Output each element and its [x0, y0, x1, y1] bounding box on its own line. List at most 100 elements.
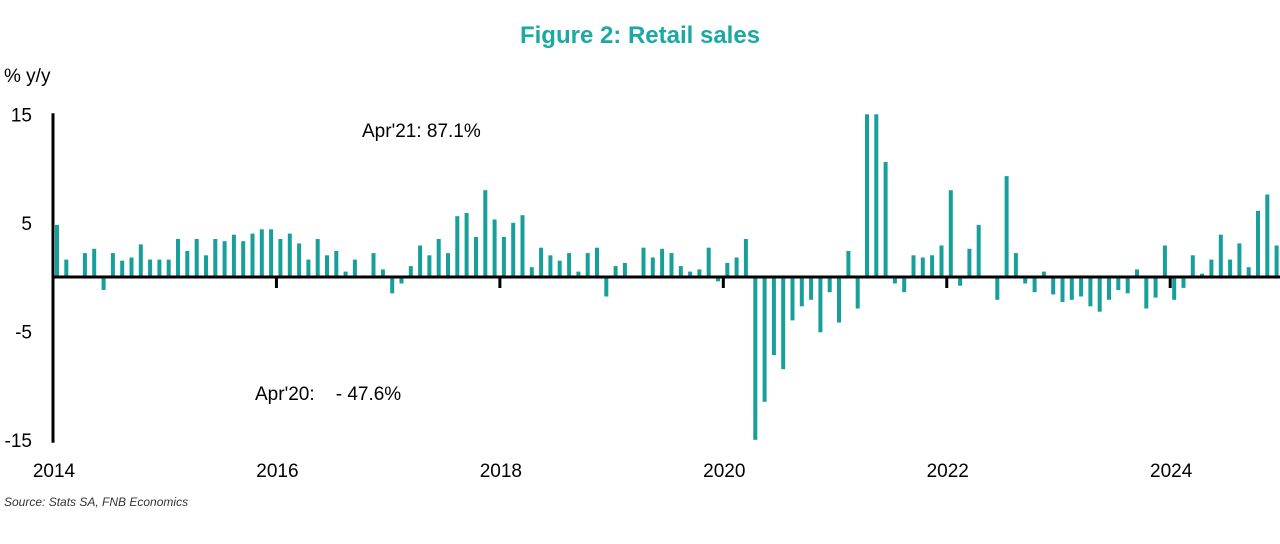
bar — [194, 239, 199, 277]
source-note: Source: Stats SA, FNB Economics — [4, 495, 189, 509]
bar — [287, 233, 292, 277]
bar — [1162, 245, 1167, 277]
bar — [539, 247, 544, 277]
bar — [1181, 277, 1186, 288]
bar — [306, 259, 311, 277]
bar — [781, 277, 786, 370]
bar — [204, 255, 208, 277]
bar — [1209, 259, 1214, 277]
bar — [706, 247, 711, 277]
bar — [753, 277, 758, 440]
bar — [967, 248, 972, 277]
bar — [176, 239, 180, 277]
bar — [613, 266, 618, 277]
annotation-apr21: Apr'21: 87.1% — [362, 121, 481, 142]
bar — [352, 259, 357, 277]
bar — [1107, 277, 1111, 300]
bar — [483, 190, 488, 277]
bar — [464, 213, 469, 277]
bar — [576, 271, 581, 277]
bar — [1228, 259, 1233, 277]
bar — [222, 241, 227, 277]
bar — [1060, 277, 1065, 302]
bar — [166, 259, 171, 277]
x-tick-label: 2024 — [1150, 461, 1193, 482]
bar — [120, 260, 125, 277]
bar — [958, 277, 963, 286]
x-tick-label: 2016 — [256, 461, 298, 482]
x-tick-label: 2022 — [927, 461, 969, 482]
bar — [920, 257, 925, 277]
bar — [1023, 277, 1028, 284]
bar — [874, 114, 879, 278]
bar — [474, 236, 478, 277]
bar — [818, 277, 823, 333]
bar — [650, 257, 655, 277]
bar — [827, 277, 832, 293]
bar — [64, 259, 69, 277]
bar — [259, 229, 264, 277]
bar — [334, 251, 339, 277]
bar — [604, 277, 609, 297]
bar — [595, 247, 599, 277]
bar — [883, 162, 888, 277]
bar — [520, 215, 525, 277]
x-tick-label: 2018 — [480, 461, 522, 482]
bar — [138, 244, 143, 277]
bar — [855, 277, 860, 309]
bar — [436, 239, 441, 277]
bar — [1218, 234, 1223, 277]
bar — [343, 271, 348, 277]
bar — [1274, 245, 1279, 277]
bar — [995, 277, 1000, 300]
bar — [771, 277, 776, 356]
bar — [185, 251, 190, 277]
bar — [697, 269, 702, 277]
bar — [129, 257, 134, 277]
bar — [548, 255, 553, 277]
bar — [297, 243, 302, 277]
y-tick-label: -15 — [5, 431, 32, 452]
bar — [241, 241, 246, 277]
chart-title: Figure 2: Retail sales — [519, 22, 761, 49]
bar — [1246, 267, 1251, 277]
bar — [269, 229, 274, 277]
bar — [1172, 277, 1177, 300]
bar — [55, 224, 59, 277]
bar — [250, 233, 255, 277]
bar — [325, 255, 329, 277]
bar — [1153, 277, 1158, 298]
bar — [511, 222, 516, 278]
y-tick-label: 15 — [11, 105, 32, 126]
x-tick-label: 2014 — [33, 461, 76, 482]
bar — [529, 267, 534, 277]
bar — [315, 239, 320, 277]
bar — [1032, 277, 1037, 293]
bar — [1069, 277, 1074, 300]
bar — [455, 216, 460, 277]
y-axis-label: % y/y — [4, 66, 51, 87]
bar — [92, 248, 97, 277]
bar — [976, 224, 981, 277]
bar — [1256, 210, 1260, 277]
y-tick-label: -5 — [15, 322, 32, 343]
bar — [762, 277, 767, 402]
bar — [641, 247, 646, 277]
bar — [1004, 176, 1009, 277]
bar — [82, 253, 87, 277]
bar — [408, 266, 413, 277]
bar — [930, 255, 935, 277]
bar — [837, 277, 841, 323]
bar — [157, 259, 162, 277]
bar — [902, 277, 907, 293]
bar — [865, 114, 869, 278]
y-tick-label: 5 — [21, 214, 32, 235]
bar — [213, 239, 218, 277]
bar — [809, 277, 814, 300]
bar — [492, 219, 497, 277]
bar — [390, 277, 395, 294]
bar — [948, 190, 953, 277]
bar — [846, 251, 851, 277]
bar — [399, 277, 404, 284]
